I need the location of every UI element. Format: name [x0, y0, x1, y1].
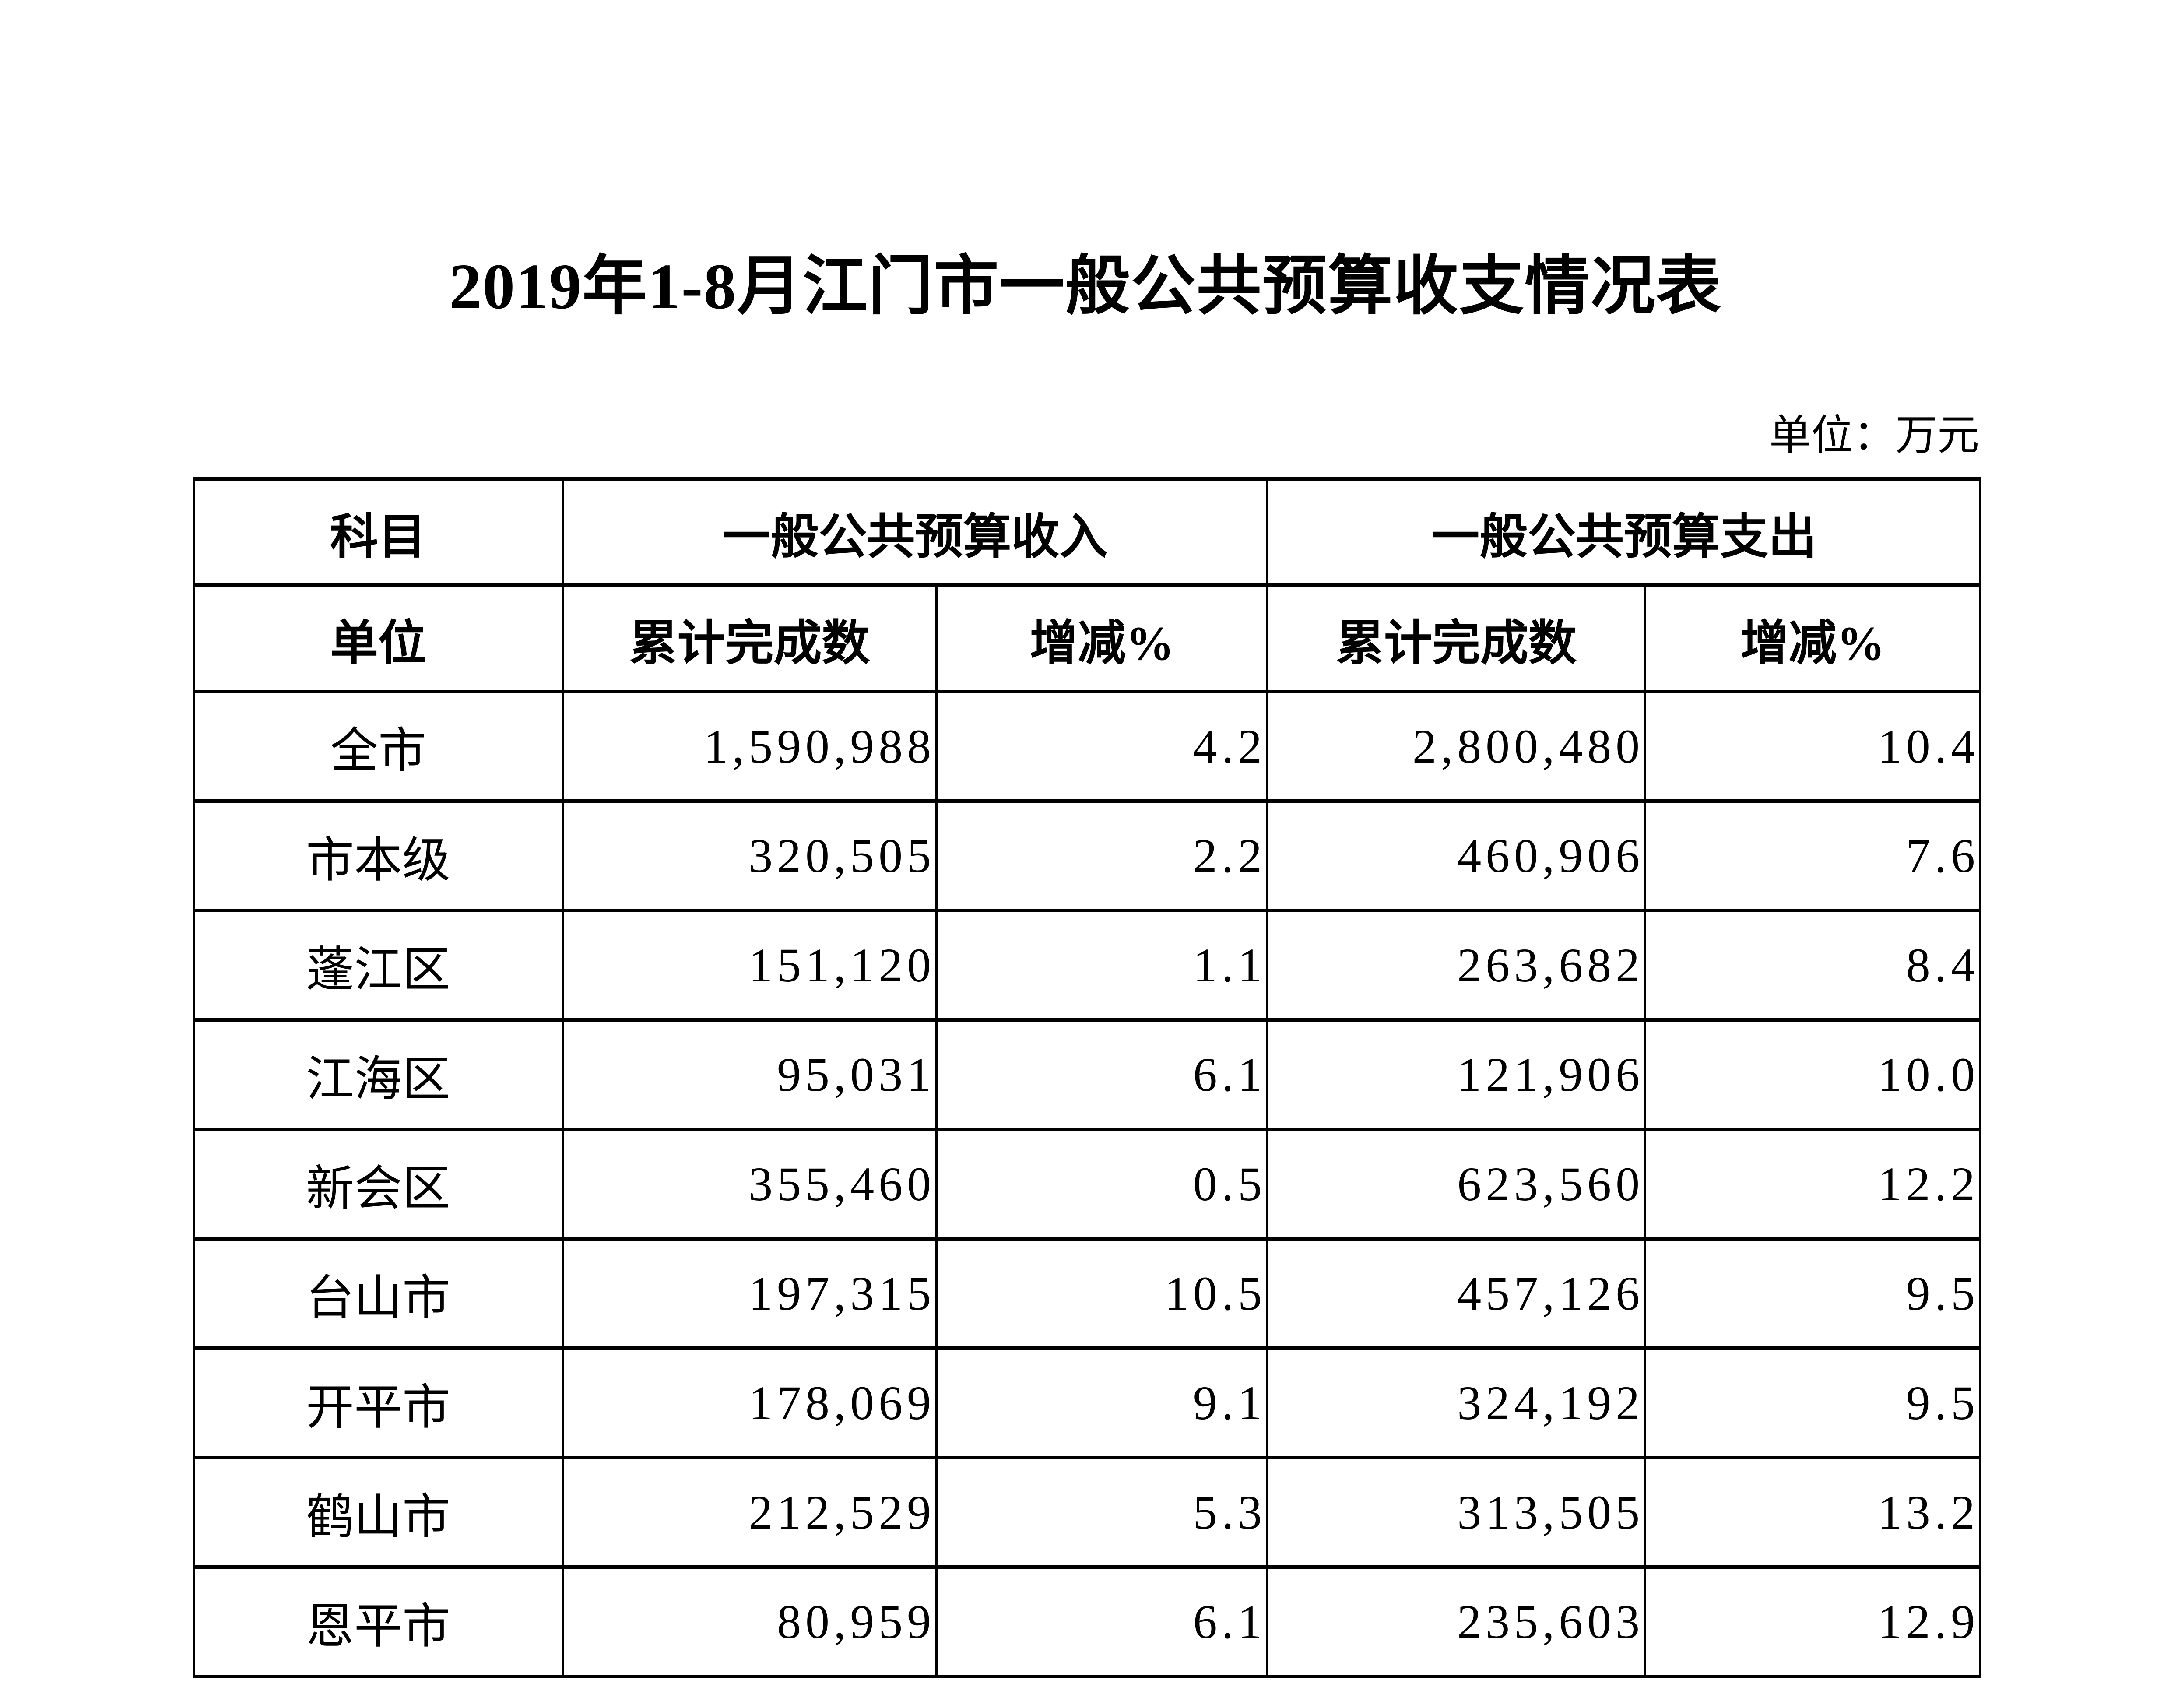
cell-income-change: 6.1 [935, 1018, 1268, 1131]
cell-expense-value: 623,560 [1266, 1128, 1646, 1241]
header-subject: 科目 [193, 477, 564, 587]
table-row: 台山市 197,315 10.5 457,126 9.5 [193, 1237, 1981, 1350]
cell-district-name: 江海区 [193, 1018, 564, 1131]
cell-income-change: 10.5 [935, 1237, 1268, 1350]
header-income-cumulative: 累计完成数 [562, 583, 938, 693]
cell-income-value: 151,120 [562, 909, 938, 1022]
header-expense-change: 增减% [1644, 583, 1981, 693]
header-expense-group: 一般公共预算支出 [1266, 477, 1981, 587]
cell-expense-change: 7.6 [1644, 799, 1981, 912]
cell-income-change: 0.5 [935, 1128, 1268, 1241]
cell-income-change: 1.1 [935, 909, 1268, 1022]
cell-district-name: 开平市 [193, 1346, 564, 1459]
cell-expense-change: 8.4 [1644, 909, 1981, 1022]
cell-district-name: 恩平市 [193, 1565, 564, 1678]
cell-income-change: 6.1 [935, 1565, 1268, 1678]
cell-income-value: 355,460 [562, 1128, 938, 1241]
cell-income-value: 197,315 [562, 1237, 938, 1350]
table-row: 新会区 355,460 0.5 623,560 12.2 [193, 1128, 1981, 1241]
cell-expense-value: 263,682 [1266, 909, 1646, 1022]
cell-income-value: 178,069 [562, 1346, 938, 1459]
cell-district-name: 全市 [193, 690, 564, 803]
table-row: 江海区 95,031 6.1 121,906 10.0 [193, 1018, 1981, 1131]
cell-district-name: 蓬江区 [193, 909, 564, 1022]
table-row: 蓬江区 151,120 1.1 263,682 8.4 [193, 909, 1981, 1022]
cell-expense-change: 9.5 [1644, 1346, 1981, 1459]
cell-district-name: 市本级 [193, 799, 564, 912]
unit-note: 单位：万元 [1769, 412, 1979, 459]
table-row: 鹤山市 212,529 5.3 313,505 13.2 [193, 1456, 1981, 1569]
cell-income-value: 212,529 [562, 1456, 938, 1569]
cell-expense-value: 121,906 [1266, 1018, 1646, 1131]
header-income-change: 增减% [935, 583, 1268, 693]
cell-expense-value: 313,505 [1266, 1456, 1646, 1569]
cell-expense-change: 12.2 [1644, 1128, 1981, 1241]
header-unit: 单位 [193, 583, 564, 693]
cell-expense-value: 235,603 [1266, 1565, 1646, 1678]
cell-expense-value: 460,906 [1266, 799, 1646, 912]
cell-expense-change: 10.0 [1644, 1018, 1981, 1131]
header-row-columns: 单位 累计完成数 增减% 累计完成数 增减% [193, 583, 1981, 693]
header-row-groups: 科目 一般公共预算收入 一般公共预算支出 [193, 477, 1981, 587]
cell-expense-value: 2,800,480 [1266, 690, 1646, 803]
cell-expense-change: 10.4 [1644, 690, 1981, 803]
table-row: 开平市 178,069 9.1 324,192 9.5 [193, 1346, 1981, 1459]
cell-expense-change: 13.2 [1644, 1456, 1981, 1569]
cell-expense-change: 9.5 [1644, 1237, 1981, 1350]
cell-income-change: 4.2 [935, 690, 1268, 803]
budget-table: 科目 一般公共预算收入 一般公共预算支出 单位 累计完成数 增减% 累计完成数 … [193, 477, 1981, 1678]
cell-expense-value: 324,192 [1266, 1346, 1646, 1459]
header-income-group: 一般公共预算收入 [562, 477, 1268, 587]
table-row: 全市 1,590,988 4.2 2,800,480 10.4 [193, 690, 1981, 803]
cell-district-name: 台山市 [193, 1237, 564, 1350]
cell-income-change: 2.2 [935, 799, 1268, 912]
cell-expense-value: 457,126 [1266, 1237, 1646, 1350]
table-row: 市本级 320,505 2.2 460,906 7.6 [193, 799, 1981, 912]
cell-income-value: 95,031 [562, 1018, 938, 1131]
cell-expense-change: 12.9 [1644, 1565, 1981, 1678]
cell-income-value: 1,590,988 [562, 690, 938, 803]
cell-income-value: 320,505 [562, 799, 938, 912]
cell-income-change: 5.3 [935, 1456, 1268, 1569]
cell-income-change: 9.1 [935, 1346, 1268, 1459]
header-expense-cumulative: 累计完成数 [1266, 583, 1646, 693]
cell-district-name: 鹤山市 [193, 1456, 564, 1569]
page-title: 2019年1-8月江门市一般公共预算收支情况表 [449, 251, 1722, 323]
table-row: 恩平市 80,959 6.1 235,603 12.9 [193, 1565, 1981, 1678]
cell-district-name: 新会区 [193, 1128, 564, 1241]
cell-income-value: 80,959 [562, 1565, 938, 1678]
